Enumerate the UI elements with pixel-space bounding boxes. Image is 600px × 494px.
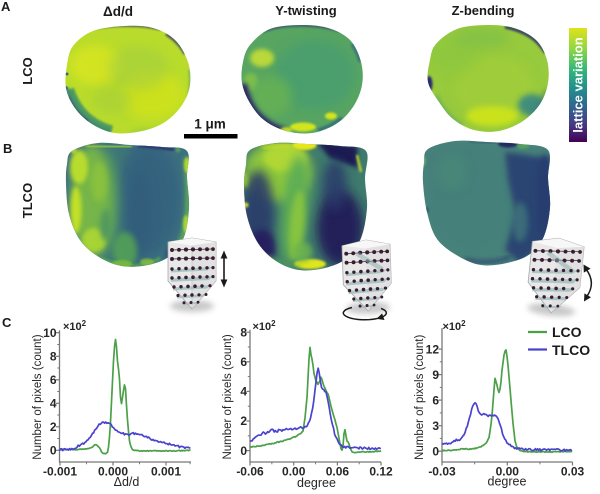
svg-text:0: 0 xyxy=(240,444,247,458)
svg-text:C: C xyxy=(2,315,12,330)
svg-text:6: 6 xyxy=(240,355,247,369)
svg-text:9: 9 xyxy=(432,368,439,382)
svg-text:×102: ×102 xyxy=(443,319,467,333)
svg-text:Δd/d: Δd/d xyxy=(114,475,140,489)
svg-text:4: 4 xyxy=(240,385,247,399)
svg-text:degree: degree xyxy=(297,476,336,490)
svg-text:1 μm: 1 μm xyxy=(194,117,226,132)
svg-text:0: 0 xyxy=(50,444,57,458)
svg-text:0.000: 0.000 xyxy=(98,465,128,479)
svg-text:degree: degree xyxy=(488,475,527,489)
svg-text:×102: ×102 xyxy=(63,319,87,333)
svg-text:2: 2 xyxy=(240,414,247,428)
svg-text:-0.03: -0.03 xyxy=(428,465,456,479)
svg-text:0: 0 xyxy=(432,444,439,458)
svg-text:10: 10 xyxy=(43,326,57,340)
svg-text:3: 3 xyxy=(432,419,439,433)
svg-text:12: 12 xyxy=(426,342,440,356)
svg-text:6: 6 xyxy=(432,393,439,407)
svg-text:-0.06: -0.06 xyxy=(236,465,264,479)
svg-text:0.06: 0.06 xyxy=(326,465,350,479)
svg-text:B: B xyxy=(3,141,12,156)
svg-text:0.12: 0.12 xyxy=(369,465,393,479)
svg-text:8: 8 xyxy=(240,325,247,339)
svg-text:A: A xyxy=(1,0,11,14)
svg-text:LCO: LCO xyxy=(20,57,35,84)
svg-text:8: 8 xyxy=(50,350,57,364)
svg-text:Y-twisting: Y-twisting xyxy=(275,3,336,18)
svg-text:lattice variation: lattice variation xyxy=(571,37,586,132)
svg-text:Z-bending: Z-bending xyxy=(452,3,515,18)
svg-text:0.00: 0.00 xyxy=(282,465,306,479)
svg-text:Number of pixels (count): Number of pixels (count) xyxy=(414,334,426,459)
svg-text:Number of pixels (count): Number of pixels (count) xyxy=(32,334,44,459)
svg-text:0.001: 0.001 xyxy=(151,465,181,479)
svg-text:Δd/d: Δd/d xyxy=(103,4,133,19)
svg-text:2: 2 xyxy=(50,420,57,434)
svg-text:4: 4 xyxy=(50,397,57,411)
svg-text:LCO: LCO xyxy=(552,324,582,340)
svg-text:-0.001: -0.001 xyxy=(43,465,77,479)
svg-text:TLCO: TLCO xyxy=(20,183,35,218)
svg-text:6: 6 xyxy=(50,373,57,387)
svg-text:Number of pixels (count): Number of pixels (count) xyxy=(222,334,234,459)
svg-text:×102: ×102 xyxy=(253,319,277,333)
svg-text:TLCO: TLCO xyxy=(552,342,590,358)
svg-text:0.00: 0.00 xyxy=(496,465,520,479)
svg-text:0.03: 0.03 xyxy=(561,465,585,479)
